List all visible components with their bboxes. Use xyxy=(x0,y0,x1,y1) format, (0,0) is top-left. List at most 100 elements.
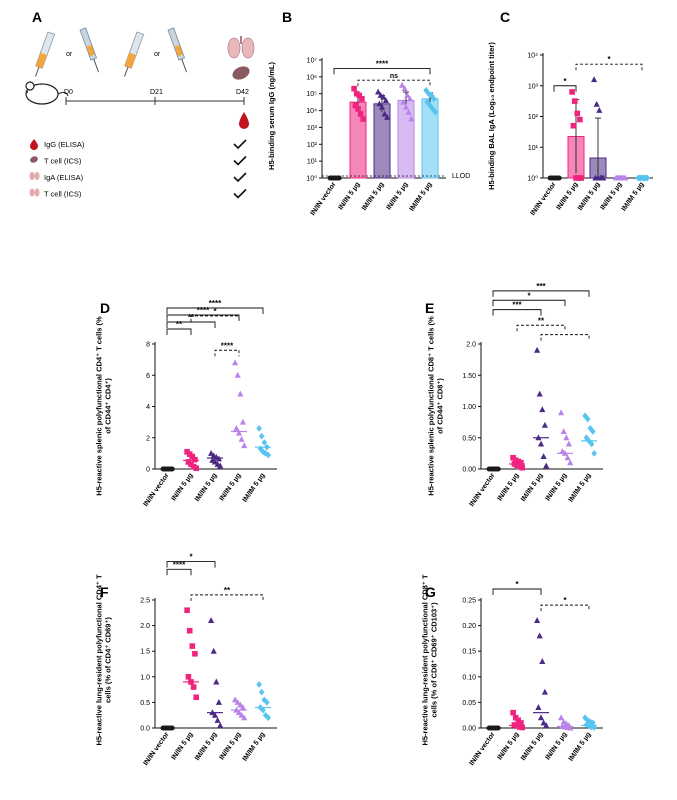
y-tick-label: 8 xyxy=(146,342,150,349)
significance-bracket xyxy=(492,299,566,307)
significance-bracket xyxy=(516,324,566,332)
syringe-icon xyxy=(35,31,56,77)
y-tick-label: 10³ xyxy=(307,125,318,132)
or-label: or xyxy=(154,51,161,58)
data-point xyxy=(192,456,198,463)
data-point xyxy=(265,451,271,459)
data-point xyxy=(406,95,413,102)
data-point xyxy=(536,632,543,639)
checkmark-icon xyxy=(233,172,247,183)
y-axis-label: H5-reactive splenic polyfunctional CD4⁺ … xyxy=(95,316,113,496)
y-tick-label: 4 xyxy=(146,404,150,411)
y-tick-label: 1.50 xyxy=(462,373,476,380)
x-category-label: IM/IM 5 µg xyxy=(409,181,434,213)
x-category-label: IM/IN 5 µg xyxy=(520,731,545,762)
y-tick-label: 2 xyxy=(146,435,150,442)
data-point xyxy=(590,428,596,435)
data-point xyxy=(588,440,595,448)
significance-label: ns xyxy=(390,73,398,80)
data-point xyxy=(235,709,243,716)
x-category-label: IN/IN 5 µg xyxy=(545,731,569,761)
significance-bracket xyxy=(575,63,643,71)
data-point xyxy=(541,421,548,428)
blood-drop-icon xyxy=(239,112,249,129)
syringe-icon xyxy=(124,31,145,77)
data-point xyxy=(428,92,435,99)
x-category-label: IN/IN 5 µg xyxy=(497,731,521,761)
significance-label: * xyxy=(189,553,193,562)
x-category-label: IN/IN 5 µg xyxy=(219,731,243,761)
x-category-label: IM/IN 5 µg xyxy=(194,472,219,503)
data-point xyxy=(261,439,268,446)
y-axis-label: H5-binding BAL IgA (Log₁₀ endpoint titer… xyxy=(487,42,496,190)
x-category-label: IN/IN vector xyxy=(469,472,497,508)
data-point xyxy=(556,175,562,181)
data-point xyxy=(571,98,578,104)
data-point xyxy=(211,711,219,718)
chart-panels: B 10⁰ 10¹ 10² 10³ 10⁴ 10⁵ 10⁶ 10⁷ H5-binding seru… xyxy=(95,9,653,767)
data-point xyxy=(232,696,239,703)
significance-bracket xyxy=(540,604,590,612)
pipette-icon xyxy=(167,27,188,73)
data-point xyxy=(584,415,591,423)
data-point xyxy=(232,359,239,366)
significance-bracket xyxy=(166,321,216,328)
timeline-day-21: D21 xyxy=(150,89,163,96)
data-point xyxy=(380,93,387,100)
or-label: or xyxy=(66,51,73,58)
data-point xyxy=(238,435,245,442)
panel-letter-b: B xyxy=(282,9,292,25)
x-category-label: IM/IM 5 µg xyxy=(242,731,267,763)
significance-bracket xyxy=(553,85,577,92)
significance-label: * xyxy=(563,596,567,605)
significance-bracket xyxy=(190,315,240,322)
data-point xyxy=(404,92,411,98)
data-point xyxy=(233,425,240,431)
y-tick-label: 2.0 xyxy=(466,342,476,349)
chart-panel-d: D 0 2 4 6 8 H5-reactive splenic polyfunctional… xyxy=(95,299,277,508)
data-point xyxy=(359,95,365,102)
data-point xyxy=(591,450,597,457)
y-tick-label: 0.25 xyxy=(462,598,476,605)
data-point xyxy=(593,100,600,107)
data-point xyxy=(644,174,650,182)
data-point xyxy=(193,465,199,472)
timeline-day-0: D0 xyxy=(64,89,73,96)
significance-bracket xyxy=(540,334,590,341)
data-point xyxy=(256,681,262,688)
y-tick-label: 0 xyxy=(146,467,150,474)
y-tick-label: 0.50 xyxy=(462,435,476,442)
checkmark-icon xyxy=(233,188,247,199)
data-point xyxy=(352,102,359,109)
bar xyxy=(397,99,415,179)
data-point xyxy=(578,175,584,181)
y-tick-label: 10¹ xyxy=(307,159,318,166)
data-point xyxy=(256,425,262,432)
spleen-icon xyxy=(30,156,38,163)
data-point xyxy=(558,409,565,416)
data-point xyxy=(186,627,193,634)
x-category-label: IM/IN 5 µg xyxy=(520,472,545,503)
lungs-icon xyxy=(227,36,255,59)
data-point xyxy=(217,462,224,469)
data-point xyxy=(265,714,271,722)
data-point xyxy=(537,440,545,447)
data-point xyxy=(570,122,577,129)
data-point xyxy=(408,115,415,122)
x-category-label: IM/IN 5 µg xyxy=(361,181,386,212)
data-point xyxy=(541,688,548,695)
data-point xyxy=(565,440,572,447)
significance-bracket xyxy=(333,67,431,75)
data-point xyxy=(376,100,383,107)
data-point xyxy=(237,701,244,708)
data-point xyxy=(378,103,386,110)
y-tick-label: 2.5 xyxy=(140,598,150,605)
data-point xyxy=(537,714,545,721)
data-point xyxy=(519,464,525,471)
mouse-icon xyxy=(25,81,69,105)
y-tick-label: 10² xyxy=(528,114,539,121)
y-tick-label: 0.5 xyxy=(140,700,150,707)
y-tick-label: 10⁷ xyxy=(307,58,318,65)
x-category-label: IN/IN vector xyxy=(469,731,497,767)
